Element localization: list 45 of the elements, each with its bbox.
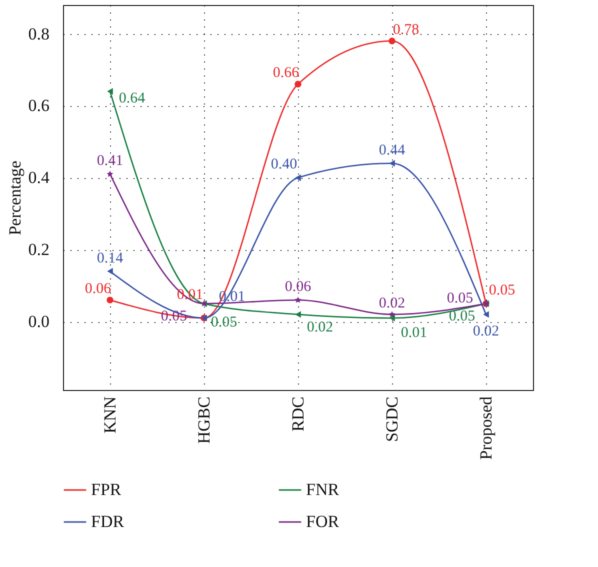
point [107, 88, 113, 95]
data-label: 0.01 [400, 325, 428, 342]
data-label: 0.64 [118, 90, 146, 106]
x-tick-label: KNN [100, 396, 120, 434]
data-label: 0.78 [392, 22, 420, 38]
data-label: 0.02 [306, 319, 334, 336]
y-axis-title: Percentage [5, 160, 24, 236]
point [295, 174, 301, 182]
point [388, 38, 396, 44]
point [388, 311, 396, 318]
x-tick-label: Proposed [476, 396, 496, 460]
x-tick-label: RDC [288, 396, 308, 432]
x-tick-label: SGDC [382, 396, 402, 442]
point [106, 296, 114, 304]
data-label: 0.40 [270, 156, 298, 173]
data-label: 0.05 [448, 308, 476, 325]
data-label: 0.05 [210, 314, 238, 331]
data-label: 0.02 [378, 295, 406, 312]
legend-label: FNR [306, 480, 340, 499]
y-tick-label: 0.4 [28, 168, 50, 188]
data-label: 0.06 [284, 279, 312, 296]
point [295, 311, 301, 318]
point [389, 160, 395, 167]
data-label: 0.05 [446, 290, 474, 307]
data-label: 0.02 [472, 323, 500, 340]
data-label: 0.05 [488, 282, 516, 299]
data-label: 0.41 [96, 153, 124, 170]
point [107, 268, 113, 275]
legend-label: FOR [306, 512, 340, 531]
point [106, 170, 114, 177]
x-tick-label: HGBC [194, 396, 214, 444]
y-tick-label: 0.0 [28, 312, 50, 332]
data-label: 0.44 [378, 142, 406, 158]
y-tick-label: 0.2 [28, 240, 50, 260]
point [483, 311, 489, 318]
y-tick-label: 0.8 [28, 24, 50, 44]
legend-label: FDR [91, 512, 125, 531]
point [294, 80, 302, 88]
data-label: 0.06 [84, 281, 112, 298]
y-tick-label: 0.6 [28, 96, 50, 116]
point [294, 296, 302, 303]
legend-label: FPR [91, 480, 122, 499]
data-label: 0.14 [96, 250, 124, 266]
point [389, 314, 395, 322]
data-label: 0.66 [272, 65, 300, 82]
